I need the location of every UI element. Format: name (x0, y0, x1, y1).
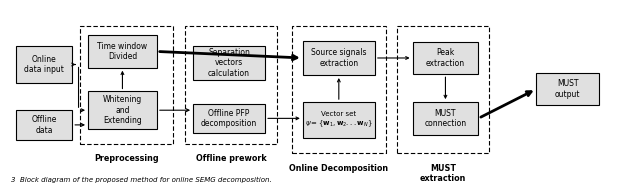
Bar (81, 26, 173, 144)
Bar (536, 73, 599, 105)
Bar (185, 26, 277, 144)
Text: Separation
vectors
calculation: Separation vectors calculation (208, 48, 250, 78)
Text: Whitening
and
Extending: Whitening and Extending (103, 95, 142, 125)
Bar (193, 46, 265, 80)
Text: 3  Block diagram of the proposed method for online SEMG decomposition.: 3 Block diagram of the proposed method f… (12, 177, 272, 183)
Text: Vector set
$\psi = \{\mathbf{w}_1, \mathbf{w}_2 ... \mathbf{w}_N\}$: Vector set $\psi = \{\mathbf{w}_1, \math… (305, 111, 372, 129)
Text: Online
data input: Online data input (24, 55, 64, 74)
Text: Online Decomposition: Online Decomposition (289, 164, 388, 173)
Text: Source signals
extraction: Source signals extraction (311, 48, 367, 68)
Bar (397, 26, 490, 153)
Text: Time window
Divided: Time window Divided (97, 42, 147, 61)
Bar (88, 91, 157, 129)
Text: Peak
extraction: Peak extraction (426, 48, 465, 68)
Bar (193, 104, 265, 133)
Bar (413, 102, 478, 135)
Bar (16, 46, 72, 83)
Text: MUST
connection: MUST connection (424, 109, 467, 128)
Text: Offline PFP
decomposition: Offline PFP decomposition (201, 109, 257, 128)
Bar (292, 26, 386, 153)
Text: Offline
data: Offline data (31, 115, 57, 135)
Bar (303, 102, 375, 138)
Bar (303, 41, 375, 75)
Text: Offline prework: Offline prework (196, 154, 267, 163)
Bar (413, 42, 478, 74)
Text: Preprocessing: Preprocessing (94, 154, 159, 163)
Text: MUST
output: MUST output (555, 79, 580, 99)
Text: MUST
extraction: MUST extraction (420, 164, 466, 183)
Bar (88, 35, 157, 68)
Bar (16, 110, 72, 140)
